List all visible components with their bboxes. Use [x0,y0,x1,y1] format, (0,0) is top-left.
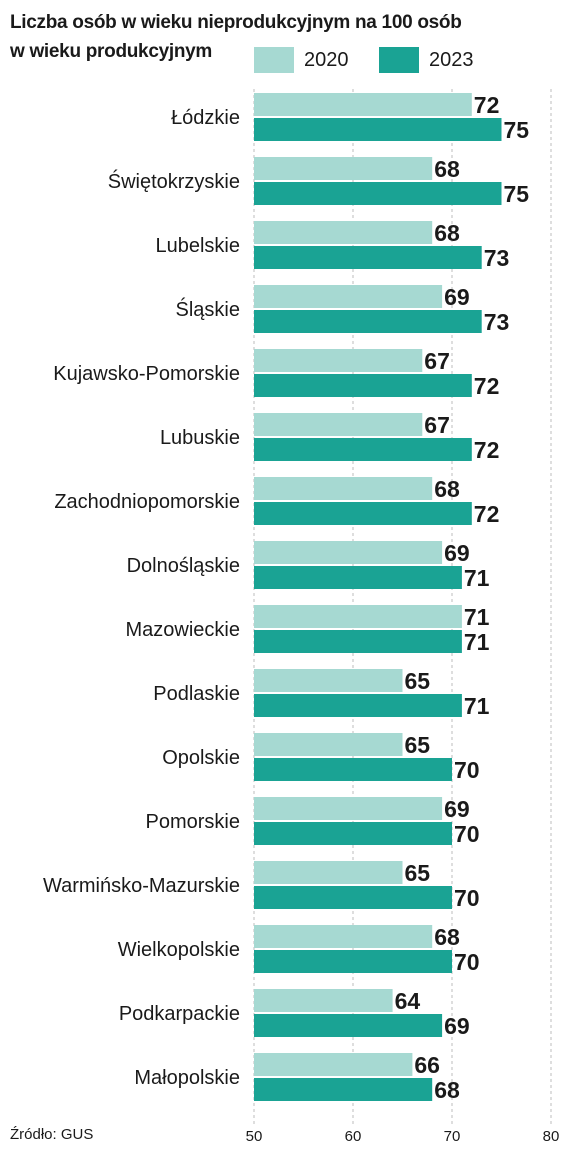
value-label-2023-malopolskie: 68 [434,1077,460,1103]
bar-2020-slaskie [254,285,443,308]
value-label-2023-dolnoslaskie: 71 [464,565,490,591]
bar-2023-swietokrzyskie [254,182,502,205]
value-label-2020-lubelskie: 68 [434,220,460,246]
bar-2020-wielkopolskie [254,925,433,948]
value-label-2020-pomorskie: 69 [444,796,470,822]
bar-2023-podlaskie [254,694,462,717]
bar-2023-pomorskie [254,822,452,845]
value-label-2023-lubuskie: 72 [474,437,500,463]
category-label-swietokrzyskie: Świętokrzyskie [108,169,240,193]
bar-2023-podkarpackie [254,1014,443,1037]
bar-2020-zachodniopomorskie [254,477,433,500]
category-label-opolskie: Opolskie [162,747,240,769]
bar-2020-malopolskie [254,1053,413,1076]
value-label-2023-lubelskie: 73 [484,245,510,271]
source-note: Źródło: GUS [10,1126,94,1143]
bar-2023-malopolskie [254,1078,433,1101]
bar-2023-opolskie [254,758,452,781]
bar-2023-warminsko-mazurskie [254,886,452,909]
bar-2023-lubelskie [254,246,482,269]
bar-2020-lubuskie [254,413,423,436]
value-label-2020-swietokrzyskie: 68 [434,156,460,182]
category-label-pomorskie: Pomorskie [146,811,240,833]
category-label-kujawsko-pomorskie: Kujawsko-Pomorskie [53,363,240,385]
bar-2023-wielkopolskie [254,950,452,973]
chart-title-line-1: Liczba osób w wieku nieprodukcyjnym na 1… [10,12,462,33]
value-label-2023-swietokrzyskie: 75 [504,181,530,207]
value-label-2023-slaskie: 73 [484,309,510,335]
value-label-2023-zachodniopomorskie: 72 [474,501,500,527]
value-label-2023-podkarpackie: 69 [444,1013,470,1039]
value-label-2020-zachodniopomorskie: 68 [434,476,460,502]
value-label-2023-podlaskie: 71 [464,693,490,719]
category-label-malopolskie: Małopolskie [134,1067,240,1089]
bar-2020-dolnoslaskie [254,541,443,564]
bar-2020-lodzkie [254,93,472,116]
bar-2020-kujawsko-pomorskie [254,349,423,372]
bar-2020-swietokrzyskie [254,157,433,180]
legend-label-2020: 2020 [304,48,349,71]
legend-item-2023: 2023 [379,46,474,74]
bar-2020-mazowieckie [254,605,462,628]
category-label-lubuskie: Lubuskie [160,427,240,449]
value-label-2020-warminsko-mazurskie: 65 [405,860,431,886]
value-label-2020-lubuskie: 67 [424,412,450,438]
category-label-zachodniopomorskie: Zachodniopomorskie [54,491,240,513]
value-label-2020-malopolskie: 66 [414,1052,440,1078]
bar-2023-dolnoslaskie [254,566,462,589]
value-label-2020-podlaskie: 65 [405,668,431,694]
category-label-slaskie: Śląskie [176,297,240,321]
legend-swatch-2023 [379,47,419,73]
value-label-2023-lodzkie: 75 [504,117,530,143]
value-label-2020-opolskie: 65 [405,732,431,758]
bar-2023-slaskie [254,310,482,333]
value-label-2020-podkarpackie: 64 [395,988,421,1014]
bar-2023-mazowieckie [254,630,462,653]
legend-swatch-2020 [254,47,294,73]
bar-2023-lubuskie [254,438,472,461]
value-label-2023-wielkopolskie: 70 [454,949,480,975]
chart-title-line-2: w wieku produkcyjnym [10,41,212,62]
bar-2023-zachodniopomorskie [254,502,472,525]
bar-2020-podlaskie [254,669,403,692]
category-label-wielkopolskie: Wielkopolskie [118,939,240,961]
legend-item-2020: 2020 [254,46,349,74]
value-label-2020-slaskie: 69 [444,284,470,310]
legend: 2020 2023 [254,46,554,74]
x-tick-label-70: 70 [444,1128,461,1145]
category-label-lubelskie: Lubelskie [155,235,240,257]
bar-2020-opolskie [254,733,403,756]
value-label-2020-kujawsko-pomorskie: 67 [424,348,450,374]
x-tick-label-50: 50 [246,1128,263,1145]
category-label-dolnoslaskie: Dolnośląskie [127,555,240,577]
value-label-2023-opolskie: 70 [454,757,480,783]
category-label-mazowieckie: Mazowieckie [126,619,240,641]
value-label-2020-dolnoslaskie: 69 [444,540,470,566]
category-label-podlaskie: Podlaskie [153,683,240,705]
legend-label-2023: 2023 [429,48,474,71]
bar-2020-lubelskie [254,221,433,244]
value-label-2023-pomorskie: 70 [454,821,480,847]
bar-2023-lodzkie [254,118,502,141]
value-label-2023-kujawsko-pomorskie: 72 [474,373,500,399]
bar-2020-warminsko-mazurskie [254,861,403,884]
value-label-2023-mazowieckie: 71 [464,629,490,655]
x-tick-label-80: 80 [543,1128,560,1145]
bar-2020-pomorskie [254,797,443,820]
bar-2020-podkarpackie [254,989,393,1012]
category-label-lodzkie: Łódzkie [171,107,240,129]
chart-title: Liczba osób w wieku nieprodukcyjnym na 1… [10,8,550,66]
category-label-podkarpackie: Podkarpackie [119,1003,240,1025]
value-label-2020-mazowieckie: 71 [464,604,490,630]
category-label-warminsko-mazurskie: Warmińsko-Mazurskie [43,875,240,897]
x-tick-label-60: 60 [345,1128,362,1145]
value-label-2020-wielkopolskie: 68 [434,924,460,950]
value-label-2020-lodzkie: 72 [474,92,500,118]
bar-2023-kujawsko-pomorskie [254,374,472,397]
value-label-2023-warminsko-mazurskie: 70 [454,885,480,911]
